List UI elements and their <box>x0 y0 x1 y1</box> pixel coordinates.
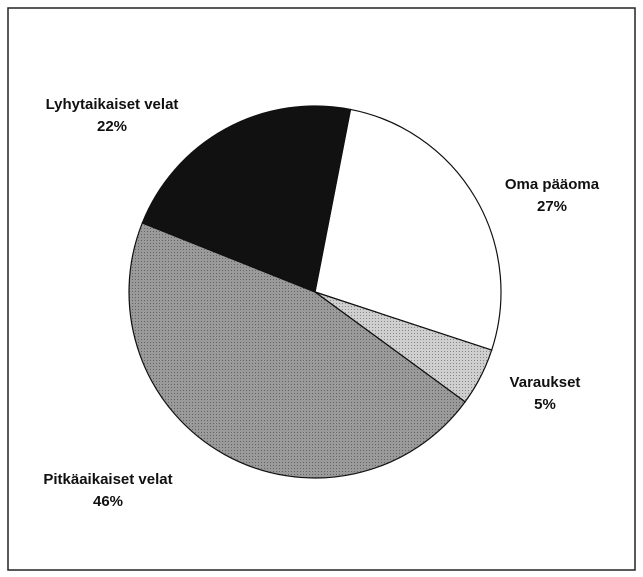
slice-texture <box>129 222 466 478</box>
pie-slice <box>314 108 502 351</box>
pie-slice <box>141 105 352 293</box>
slice-value-label: 27% <box>537 198 567 215</box>
slice-value-label: 5% <box>534 396 556 413</box>
slice-label: Varaukset <box>510 374 581 391</box>
slice-label: Pitkäaikaiset velat <box>43 471 172 488</box>
slice-value-label: 46% <box>93 493 123 510</box>
slice-value-label: 22% <box>97 118 127 135</box>
slice-label: Lyhytaikaiset velat <box>46 96 179 113</box>
slice-texture <box>315 292 492 402</box>
slice-label: Oma pääoma <box>505 176 600 193</box>
